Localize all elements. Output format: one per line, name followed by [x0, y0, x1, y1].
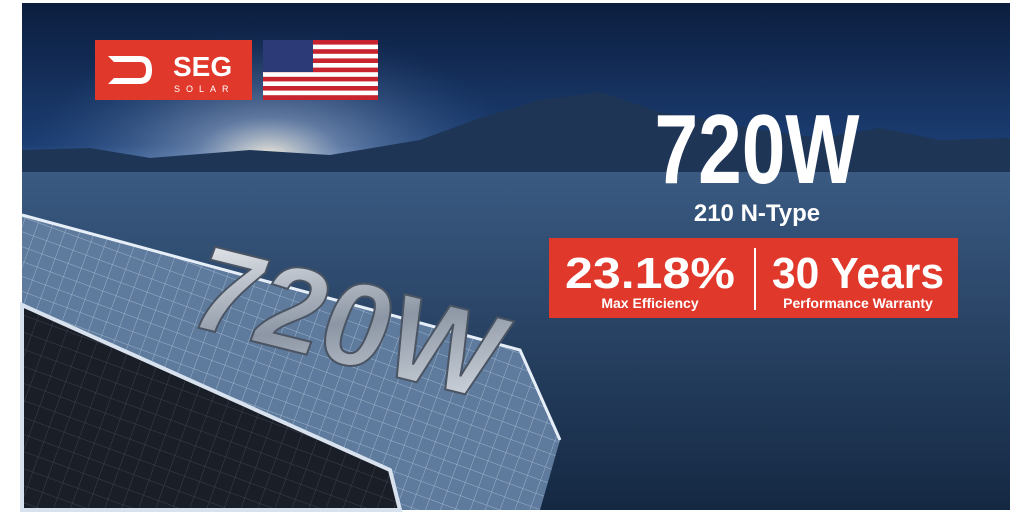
stat-value: 30 Years — [772, 249, 944, 298]
headline-type: 210 N-Type — [694, 200, 820, 227]
flag-canton — [263, 40, 313, 72]
logo-sub: SOLAR — [174, 84, 235, 94]
flag-stripe — [263, 86, 378, 91]
flag-stripe — [263, 77, 378, 82]
stat-label: Max Efficiency — [601, 295, 698, 311]
stat-label: Performance Warranty — [783, 295, 933, 311]
page: 720W SEG SOLAR 720W 210 N-Type 23.18% Ma… — [0, 0, 1021, 514]
us-flag — [263, 40, 378, 100]
logo-name: SEG — [173, 51, 232, 82]
banner: 720W SEG SOLAR 720W 210 N-Type 23.18% Ma… — [0, 0, 1021, 514]
flag-stripe — [263, 95, 378, 100]
headline-power: 720W — [655, 94, 860, 204]
stat-value: 23.18% — [565, 249, 735, 298]
